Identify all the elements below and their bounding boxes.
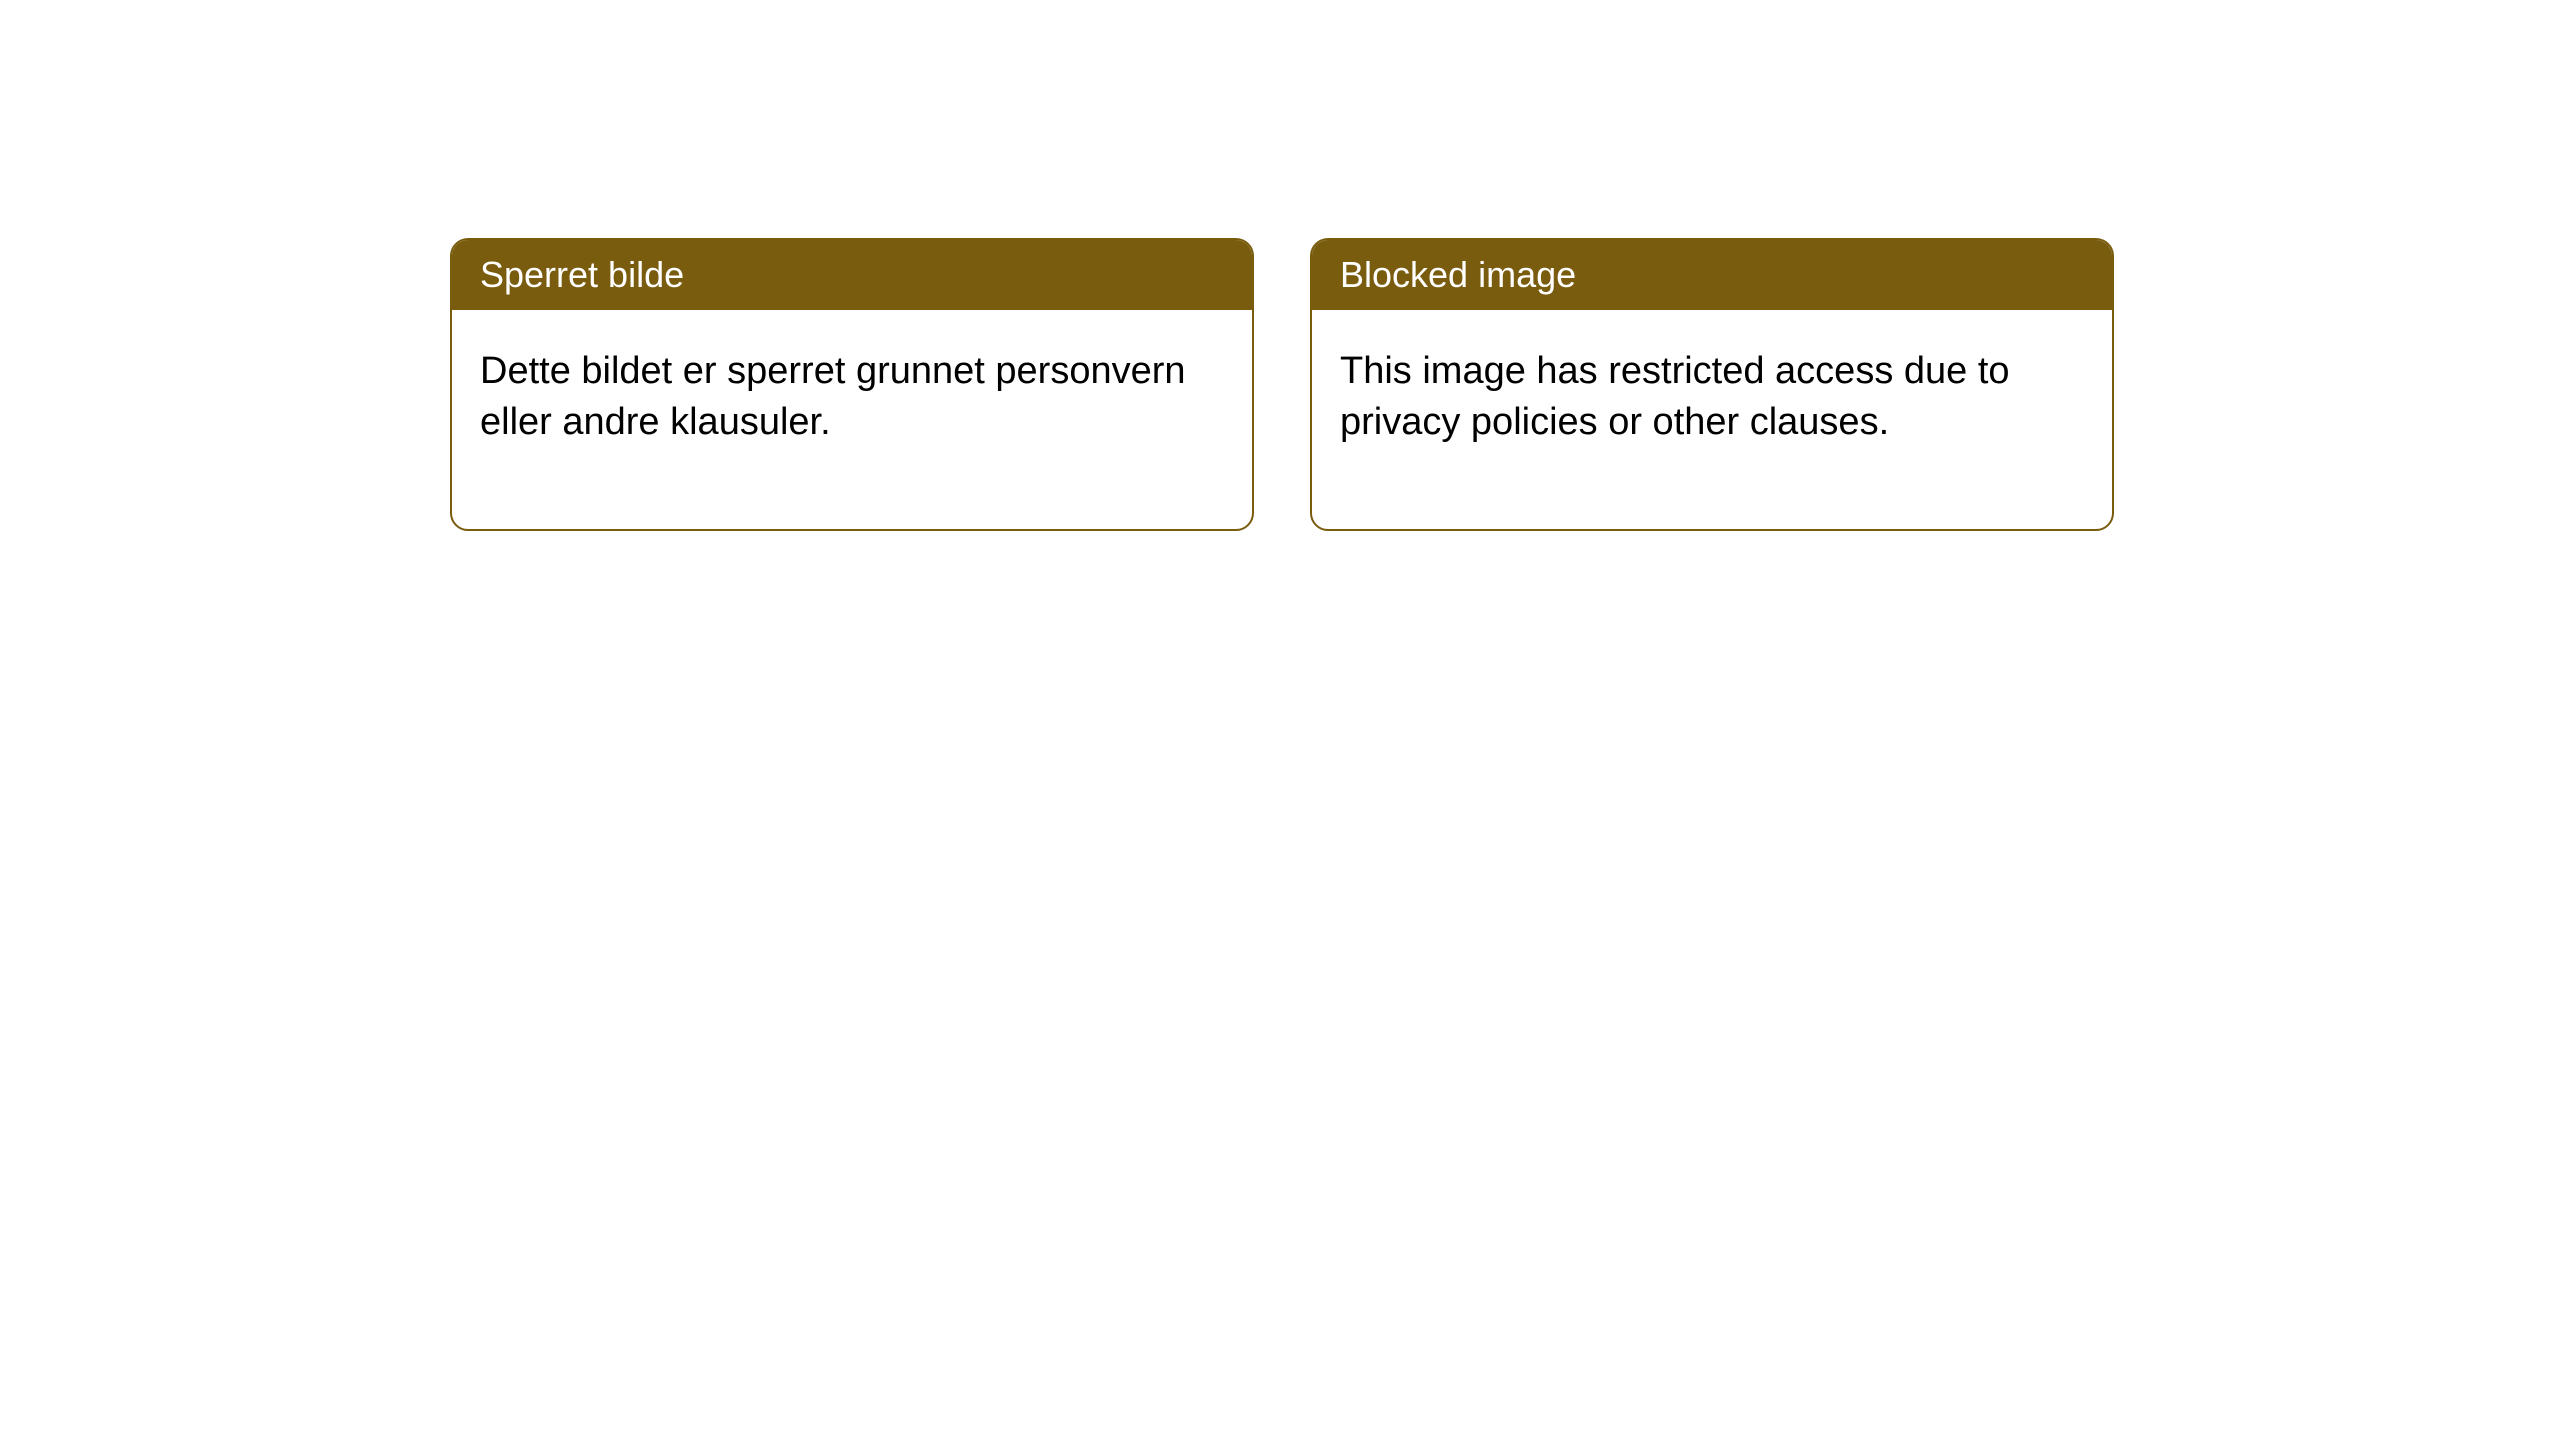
- card-title: Sperret bilde: [480, 254, 684, 295]
- card-container: Sperret bilde Dette bildet er sperret gr…: [450, 238, 2114, 531]
- card-body-text: This image has restricted access due to …: [1340, 350, 2010, 443]
- blocked-image-card-no: Sperret bilde Dette bildet er sperret gr…: [450, 238, 1254, 531]
- card-title: Blocked image: [1340, 254, 1576, 295]
- card-header: Blocked image: [1312, 240, 2112, 310]
- card-body: Dette bildet er sperret grunnet personve…: [452, 310, 1252, 529]
- card-body: This image has restricted access due to …: [1312, 310, 2112, 529]
- card-body-text: Dette bildet er sperret grunnet personve…: [480, 350, 1186, 443]
- blocked-image-card-en: Blocked image This image has restricted …: [1310, 238, 2114, 531]
- card-header: Sperret bilde: [452, 240, 1252, 310]
